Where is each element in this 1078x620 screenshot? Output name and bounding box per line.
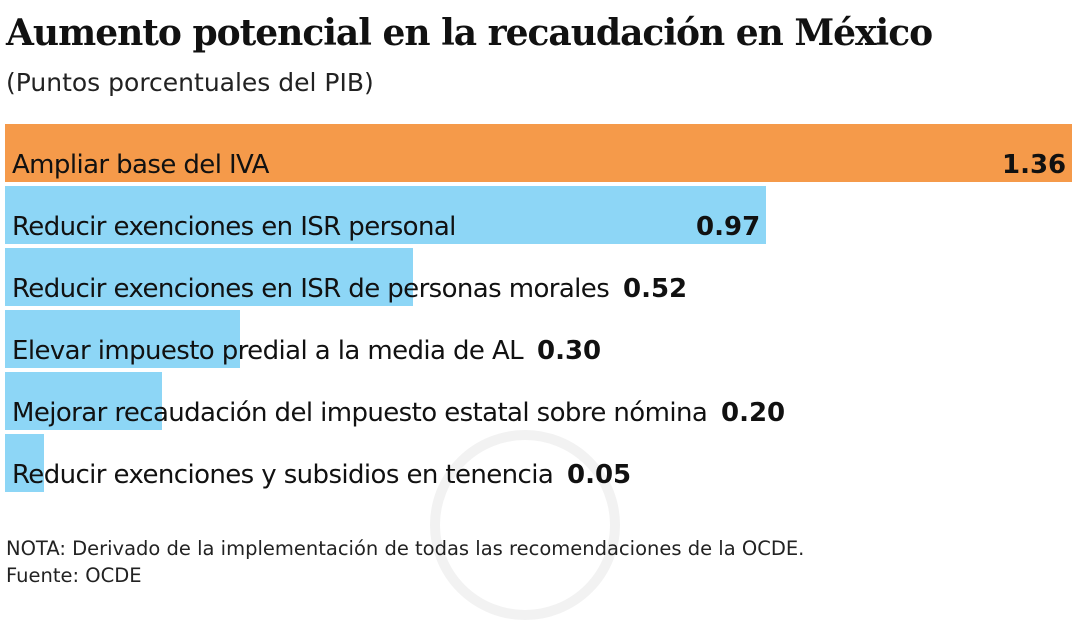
category-label: Mejorar recaudación del impuesto estatal… xyxy=(12,398,708,428)
bar xyxy=(5,310,241,368)
value-label: 0.05 xyxy=(567,460,632,490)
value-label: 0.52 xyxy=(623,274,688,304)
bar xyxy=(5,434,45,492)
bar xyxy=(5,186,767,244)
category-label: Reducir exenciones y subsidios en tenenc… xyxy=(12,460,554,490)
value-label: 1.36 xyxy=(1002,150,1067,180)
value-label: 0.97 xyxy=(696,212,761,242)
category-label: Reducir exenciones en ISR de personas mo… xyxy=(12,274,610,304)
chart-note: NOTA: Derivado de la implementación de t… xyxy=(6,537,805,560)
chart-subtitle: (Puntos porcentuales del PIB) xyxy=(6,68,374,97)
value-label: 0.20 xyxy=(721,398,786,428)
bar xyxy=(5,372,162,430)
chart-source: Fuente: OCDE xyxy=(6,564,142,587)
chart-title: Aumento potencial en la recaudación en M… xyxy=(6,12,933,54)
bar xyxy=(5,124,1072,182)
bar xyxy=(5,248,413,306)
value-label: 0.30 xyxy=(537,336,602,366)
watermark-logo xyxy=(430,430,620,620)
category-label: Elevar impuesto predial a la media de AL xyxy=(12,336,524,366)
category-label: Reducir exenciones en ISR personal xyxy=(12,212,456,242)
category-label: Ampliar base del IVA xyxy=(12,150,269,180)
